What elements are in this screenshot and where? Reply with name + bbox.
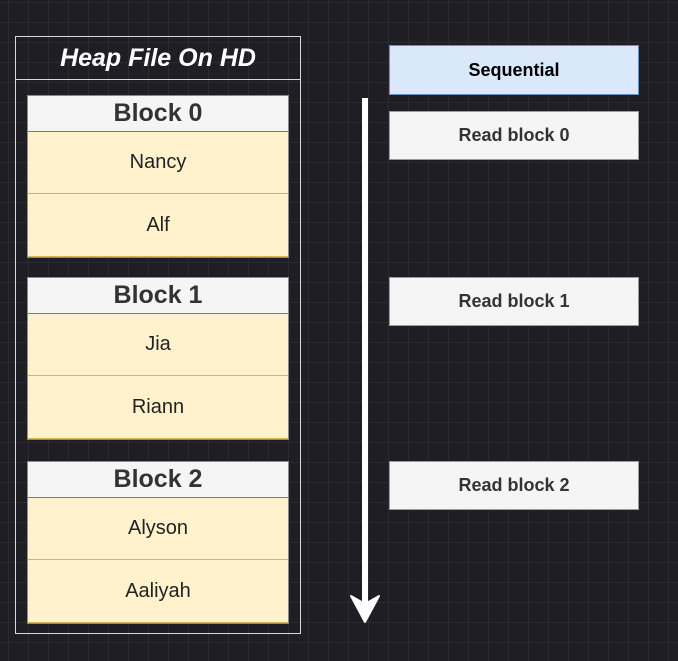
block-1: Block 1 Jia Riann xyxy=(27,277,289,440)
block-1-record-0: Jia xyxy=(28,314,288,376)
block-0-record-0: Nancy xyxy=(28,132,288,194)
read-block-0-box: Read block 0 xyxy=(389,111,639,160)
block-0-record-1: Alf xyxy=(28,194,288,257)
block-0: Block 0 Nancy Alf xyxy=(27,95,289,258)
block-2-record-0: Alyson xyxy=(28,498,288,560)
heap-file-title: Heap File On HD xyxy=(16,37,300,80)
block-2-record-1: Aaliyah xyxy=(28,560,288,623)
read-block-1-box: Read block 1 xyxy=(389,277,639,326)
block-2: Block 2 Alyson Aaliyah xyxy=(27,461,289,624)
read-block-2-box: Read block 2 xyxy=(389,461,639,510)
block-0-header: Block 0 xyxy=(28,96,288,132)
block-1-header: Block 1 xyxy=(28,278,288,314)
block-2-header: Block 2 xyxy=(28,462,288,498)
block-1-record-1: Riann xyxy=(28,376,288,439)
sequential-down-arrow-icon xyxy=(350,98,380,623)
sequential-header: Sequential xyxy=(389,45,639,95)
heap-file-container: Heap File On HD xyxy=(15,36,301,634)
